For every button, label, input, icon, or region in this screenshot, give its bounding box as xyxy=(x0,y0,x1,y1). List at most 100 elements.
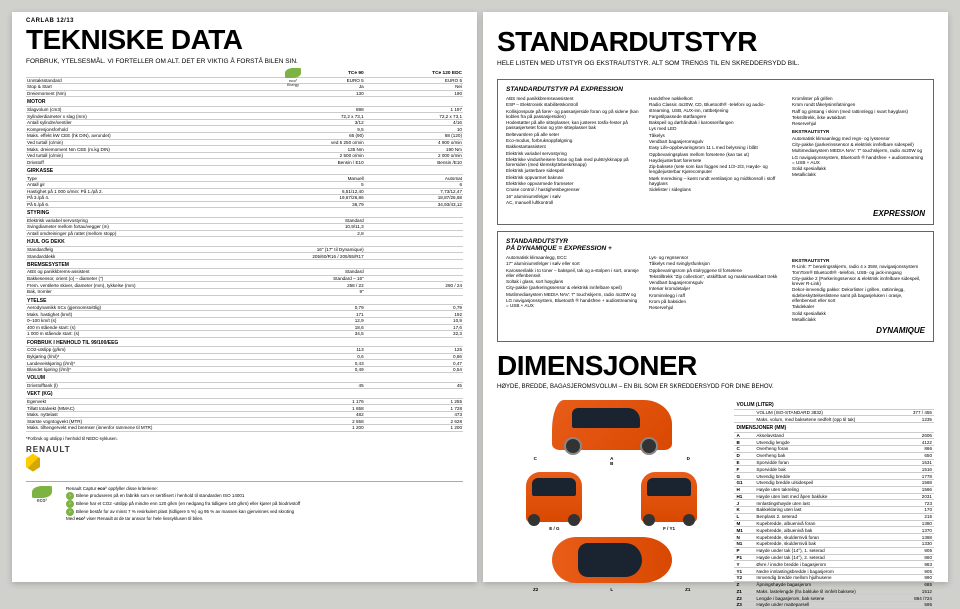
equip-item: Krominnlegg i raff xyxy=(649,293,782,298)
table-row: ZÅpningshøyde bagasjerom685 xyxy=(734,581,934,588)
equip-item: Metalliclakk xyxy=(792,172,925,177)
table-row: Maks. hastighet (km/t)171192 xyxy=(26,311,463,318)
equip-item: Lys med LED xyxy=(649,126,782,131)
equip-item: R-Link: 7" berøringsskjerm, radio 4 x 35… xyxy=(792,264,925,275)
box1-model: EXPRESSION xyxy=(506,209,925,218)
equip-item: Fargetilpassede støtfangere xyxy=(649,114,782,119)
equip-item: Solid spesiallakk xyxy=(792,311,925,316)
equip-item: Bakkestartassistent xyxy=(506,144,639,149)
table-row: COverheng foran866 xyxy=(734,446,934,453)
table-row: BUtvendig lengde4122 xyxy=(734,439,934,446)
renault-logo: RENAULT xyxy=(12,441,477,477)
equip-item: Takdekaler xyxy=(792,304,925,309)
eco2-icon: eco² xyxy=(26,486,58,505)
table-row: DOverheng bak650 xyxy=(734,452,934,459)
box1-header: STANDARDUTSTYR PÅ EXPRESSION xyxy=(506,86,925,93)
table-row: HHøyde uten takreling1566 xyxy=(734,486,934,493)
table-row: NKupebredde, skuldernivå foran1368 xyxy=(734,534,934,541)
table-row: Standarddekk205/60/R16 / 205/55/R17 xyxy=(26,253,463,260)
car-views: CAD B E / G F / Y1 xyxy=(497,400,726,609)
equip-item: Automatisk klimaanlegg med regn- og lyss… xyxy=(792,136,925,141)
equip-item: Sidelister i sideglans xyxy=(649,187,782,192)
dimensions-area: CAD B E / G F / Y1 xyxy=(483,396,948,609)
table-row: Blandet kjøring (l/ml)*0,490,54 xyxy=(26,366,463,373)
table-row: Landeveiskjøring (l/ml)*0,430,47 xyxy=(26,360,463,367)
box2-header: STANDARDUTSTYRPÅ DYNAMIQUE = EXPRESSION … xyxy=(506,238,925,252)
table-row: 0–100 km/t (s)12,910,9 xyxy=(26,318,463,325)
table-row: På 3./på 4.19,67/26,8618,87/26,68 xyxy=(26,195,463,202)
equip-item: Vendbart bagasjeromsgulv xyxy=(649,139,782,144)
table-row: AAkselavstand2606 xyxy=(734,432,934,439)
table-row: Ved turtall (o/min)2 500 o/min2 000 o/mi… xyxy=(26,152,463,159)
expression-box: STANDARDUTSTYR PÅ EXPRESSION ABS med pan… xyxy=(497,79,934,225)
equip-item: Multimediasystem MEDIA NAV: 7" touchskje… xyxy=(792,148,925,153)
equip-item: Elektriske oppvarmede framseter xyxy=(506,181,639,186)
table-row: Y1Nedre innlastingsbredde i bagasjerom90… xyxy=(734,568,934,575)
table-row: MKupebredde, albuenivå foran1380 xyxy=(734,520,934,527)
box2-model: DYNAMIQUE xyxy=(506,326,925,335)
equip-subtitle: HELE LISTEN MED UTSTYR OG EKSTRAUTSTYR. … xyxy=(483,58,948,73)
table-row: Tillatt totalvekt (MMAC)1 6581 728 xyxy=(26,405,463,412)
car-front-icon xyxy=(526,472,582,522)
equip-item: Krom på baksiden xyxy=(649,299,782,304)
equip-item: Dekor-innvendig pakke: Dekorlister i gri… xyxy=(792,287,925,303)
table-row: Maks. effekt kW CEE (hk DIN), avrundet)6… xyxy=(26,133,463,140)
table-row: P1Høyde under tak (14°), 2. seterad860 xyxy=(734,554,934,561)
right-page: STANDARDUTSTYR HELE LISTEN MED UTSTYR OG… xyxy=(483,12,948,582)
section-header: YTELSE xyxy=(26,295,463,304)
table-row: 400 m stående start: (s)18,617,6 xyxy=(26,324,463,331)
table-row: Dreiemoment (Nm)130190 xyxy=(26,90,463,97)
equip-item: Karosserilakk i to toner – bakspeil, tak… xyxy=(506,268,639,279)
spec-table: TCe 90TCe 120 EDCUnntaksstandardEURO 5EU… xyxy=(26,71,463,432)
table-row: Maks. tilhengervekt med bremser (innenfo… xyxy=(26,425,463,432)
table-row: ABS og panikkbrems-assistentStandard xyxy=(26,269,463,276)
table-row: Bykjøring (l/ml)*0,60,66 xyxy=(26,353,463,360)
section-header: FORBRUK I HENHOLD TIL 99/100/EEG xyxy=(26,337,463,346)
table-row: Stop & StartJaNei xyxy=(26,84,463,91)
tech-subtitle: FORBRUK, YTELSESMÅL. VI FORTELLER OM ALT… xyxy=(12,56,477,71)
equip-item: EKSTRAUTSTYR xyxy=(792,129,925,134)
equip-item: ABS med panikkbremseassistent xyxy=(506,96,639,101)
equip-item: Elektrisk justerbare sidespeil xyxy=(506,168,639,173)
equip-item: Bakspeil og dørhåndtak i karosserifangen xyxy=(649,120,782,125)
equip-column: Handsfree nøkkelkortRadio Classic 4x20W,… xyxy=(649,96,782,206)
equip-item: Hodestøtter på alle sitteplasser, kan ju… xyxy=(506,120,639,131)
equip-item: Beltevarslere på alle seter xyxy=(506,132,639,137)
equip-item: EKSTRAUTSTYR xyxy=(792,258,925,263)
equip-item: Soltak i glass, sort høyglans xyxy=(506,279,639,284)
table-row: G1Utvendig bredde u/sidespeil1568 xyxy=(734,479,934,486)
section-header: GIRKASSE xyxy=(26,166,463,175)
spec-table-wrap: TCe 90TCe 120 EDCUnntaksstandardEURO 5EU… xyxy=(12,71,477,432)
section-header: VEKT (KG) xyxy=(26,389,463,398)
table-row: Aerodynamikk SCx (gjennomsnittlig)0,790,… xyxy=(26,304,463,311)
equip-item: City-pakke (parkeringssensor & elektrisk… xyxy=(506,285,639,290)
table-row: YØvre / inndre bredde i bagasjerom983 xyxy=(734,561,934,568)
equip-item: Solid spesiallakk xyxy=(792,166,925,171)
section-header: MOTOR xyxy=(26,97,463,106)
table-row: Bak, tromler9" xyxy=(26,288,463,295)
equip-item: Kollisjonspute på fører- og passasjersid… xyxy=(506,109,639,120)
equip-item: Eco-modus, forbruksoppfølgning xyxy=(506,138,639,143)
table-row: TypeManuellAutomat xyxy=(26,175,463,182)
equip-column: Kromlister på grillenKrom rundt tåkelysi… xyxy=(792,96,925,206)
table-row: Maks. nyttelast482473 xyxy=(26,411,463,418)
equip-item: City-pakke (parkerinssensor & elektrisk … xyxy=(792,142,925,147)
equip-column: Automatisk klimaanlegg, ECC17" aluminium… xyxy=(506,255,639,323)
table-row: Drivstofftank (l)4545 xyxy=(26,382,463,389)
table-row: ESporvidde foran1531 xyxy=(734,459,934,466)
table-row: Bakkesensor, orient (o) – diameter (")St… xyxy=(26,275,463,282)
equip-item: Mørk Innredning – kømt rundt ventilasjon… xyxy=(649,176,782,187)
carlab-label: CARLAB 12/13 xyxy=(12,12,477,24)
table-row: På 5./på 6.36,7934,93/43,12 xyxy=(26,201,463,208)
car-top-icon xyxy=(552,537,672,583)
equip-item: Mutlimediasystem MEDIA NAV: 7" touchskje… xyxy=(506,292,639,297)
equip-item: Lys- og regnsensor xyxy=(649,255,782,260)
table-row: H1Høyde uten last med åpen bakluke2031 xyxy=(734,493,934,500)
table-row: CO2-utslipp (g/km)113125 xyxy=(26,347,463,354)
table-row: Standardfelg16" (17" til Dynamique) xyxy=(26,246,463,253)
table-row: Største vogntogvekt (MTR)2 5582 628 xyxy=(26,418,463,425)
dim-subtitle: HØYDE, BREDDE, BAGASJEROMSVOLUM – EN BIL… xyxy=(483,382,948,396)
equip-item: Oppbevaringsplass mellom forsetene (kan … xyxy=(649,152,782,157)
dynamique-box: STANDARDUTSTYRPÅ DYNAMIQUE = EXPRESSION … xyxy=(497,231,934,342)
table-row: Sylinderdiameter x slag (mm)72,2 x 73,17… xyxy=(26,113,463,120)
